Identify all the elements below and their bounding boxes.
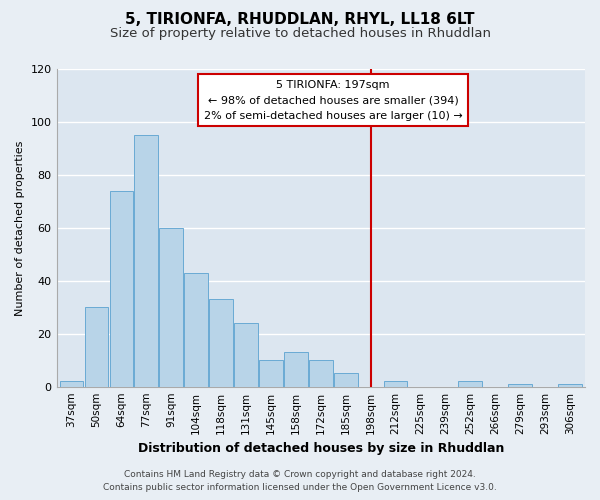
Bar: [384, 382, 407, 386]
Bar: [334, 374, 358, 386]
Bar: [508, 384, 532, 386]
Bar: [558, 384, 582, 386]
Text: Size of property relative to detached houses in Rhuddlan: Size of property relative to detached ho…: [110, 28, 491, 40]
Text: 5 TIRIONFA: 197sqm
← 98% of detached houses are smaller (394)
2% of semi-detache: 5 TIRIONFA: 197sqm ← 98% of detached hou…: [204, 80, 463, 121]
Text: 5, TIRIONFA, RHUDDLAN, RHYL, LL18 6LT: 5, TIRIONFA, RHUDDLAN, RHYL, LL18 6LT: [125, 12, 475, 28]
Bar: [85, 308, 108, 386]
Bar: [160, 228, 183, 386]
Bar: [234, 323, 258, 386]
Bar: [284, 352, 308, 386]
Text: Contains HM Land Registry data © Crown copyright and database right 2024.
Contai: Contains HM Land Registry data © Crown c…: [103, 470, 497, 492]
Bar: [59, 382, 83, 386]
Bar: [309, 360, 332, 386]
Bar: [259, 360, 283, 386]
Y-axis label: Number of detached properties: Number of detached properties: [15, 140, 25, 316]
Bar: [184, 273, 208, 386]
Bar: [458, 382, 482, 386]
X-axis label: Distribution of detached houses by size in Rhuddlan: Distribution of detached houses by size …: [137, 442, 504, 455]
Bar: [110, 191, 133, 386]
Bar: [134, 135, 158, 386]
Bar: [209, 300, 233, 386]
